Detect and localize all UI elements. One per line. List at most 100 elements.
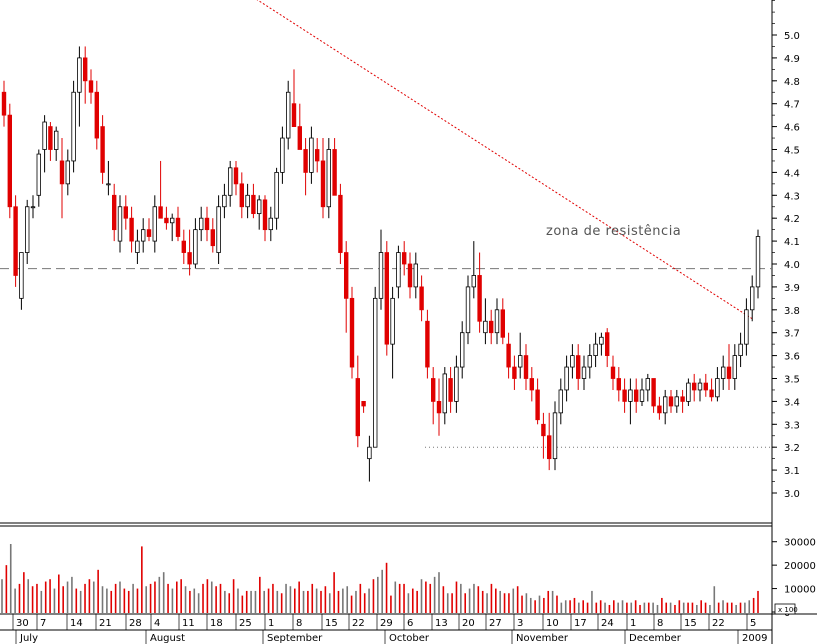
day-label: 4 <box>154 618 160 629</box>
candle-body <box>628 389 633 402</box>
candle-body <box>425 320 430 368</box>
candle-body <box>65 160 70 185</box>
price-tick-label: 4.4 <box>784 168 800 179</box>
candle-body <box>715 378 720 398</box>
candle-body <box>24 206 30 253</box>
price-tick-label: 3.1 <box>784 466 800 477</box>
candle-body <box>448 378 453 402</box>
candle <box>117 195 123 253</box>
candle-body <box>750 286 755 311</box>
candle <box>663 389 668 425</box>
day-label: 11 <box>182 618 195 629</box>
candle <box>140 218 146 253</box>
month-label: 2009 <box>742 633 767 644</box>
candle <box>488 309 494 345</box>
candle <box>135 229 140 264</box>
candle <box>158 160 163 219</box>
candle-body <box>419 286 424 311</box>
candle-body <box>390 297 395 345</box>
candle-body <box>59 160 65 185</box>
candle <box>19 252 24 310</box>
candle <box>123 195 128 230</box>
candle <box>547 412 552 471</box>
candle <box>367 435 372 482</box>
candle <box>558 378 563 425</box>
candle <box>384 241 389 356</box>
volume-tick-label: 10000 <box>784 585 816 596</box>
candle-body <box>483 320 488 334</box>
candle <box>523 344 529 390</box>
candle <box>30 195 36 219</box>
candle <box>448 367 453 413</box>
candle <box>692 373 697 402</box>
candle-body <box>430 378 436 402</box>
candle-body <box>581 366 587 379</box>
candle <box>314 138 320 173</box>
candle <box>500 298 505 345</box>
candle-body <box>285 91 291 139</box>
candle-body <box>77 57 82 93</box>
price-tick-label: 4.5 <box>784 146 800 157</box>
candle <box>744 298 749 356</box>
candle-body <box>459 332 465 368</box>
candle <box>83 46 88 104</box>
candle <box>657 396 662 420</box>
candle <box>541 412 546 459</box>
price-tick-label: 4.3 <box>784 191 800 202</box>
candle <box>465 275 471 345</box>
candle-body <box>54 130 59 150</box>
candle <box>349 286 355 379</box>
volume-tick-label: 20000 <box>784 561 816 572</box>
candle-body <box>320 160 326 208</box>
candle-body <box>135 240 140 253</box>
candle-body <box>251 194 256 215</box>
candle-body <box>663 396 668 414</box>
candle-body <box>140 229 146 242</box>
price-tick-label: 3.4 <box>784 397 800 408</box>
price-tick-label: 3.7 <box>784 329 800 340</box>
candle <box>48 122 53 161</box>
candle-body <box>71 91 76 162</box>
candle-body <box>726 366 732 379</box>
candle <box>605 328 610 368</box>
candle <box>697 378 703 402</box>
candle <box>198 206 204 242</box>
candle-body <box>112 194 117 231</box>
candle <box>280 126 285 184</box>
candle-body <box>146 229 152 237</box>
month-label: August <box>150 633 185 644</box>
candle-body <box>396 252 401 288</box>
day-label: 30 <box>16 618 29 629</box>
day-label: 8 <box>296 618 302 629</box>
candle <box>610 355 616 390</box>
price-tick-label: 3.6 <box>784 352 800 363</box>
candle-body <box>222 194 227 208</box>
candle-body <box>576 355 581 379</box>
candle <box>175 206 181 242</box>
candle-body <box>477 275 482 322</box>
candle <box>750 275 755 322</box>
candle <box>634 378 639 413</box>
candle <box>233 160 239 196</box>
candle-body <box>106 183 111 186</box>
volume-bars <box>1 544 759 613</box>
candle <box>274 167 279 230</box>
month-label: September <box>267 633 323 644</box>
candle-body <box>13 206 18 276</box>
candle-body <box>332 149 337 196</box>
candle-body <box>193 229 198 265</box>
candle-body <box>256 199 262 215</box>
candle-body <box>692 382 697 391</box>
candle <box>726 344 732 390</box>
candle-body <box>233 167 239 185</box>
candle-body <box>454 366 459 402</box>
candle <box>187 229 192 276</box>
candle <box>459 321 465 379</box>
candle-body <box>686 382 691 402</box>
candle-body <box>7 114 12 208</box>
trendline <box>256 0 753 320</box>
candle <box>291 69 297 127</box>
price-tick-label: 4.7 <box>784 100 800 111</box>
candle-body <box>1 91 7 116</box>
candle-body <box>100 126 105 173</box>
